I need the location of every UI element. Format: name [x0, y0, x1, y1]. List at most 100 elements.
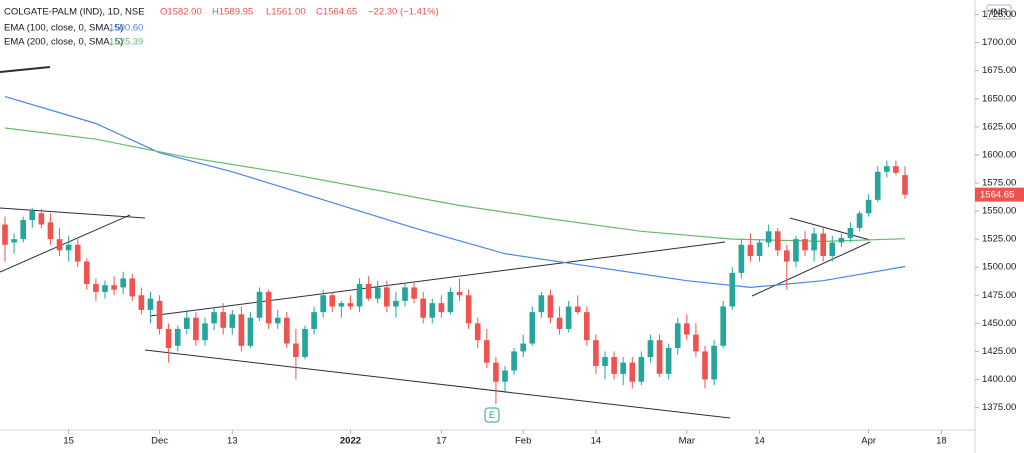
y-tick-label: 1675.00: [982, 65, 1016, 76]
candle-body: [338, 303, 345, 307]
x-tick-label: 14: [591, 436, 602, 447]
candle-body: [256, 291, 263, 318]
candle-body: [765, 231, 772, 243]
candle-body: [38, 213, 45, 225]
candle-body: [656, 340, 663, 374]
candle-body: [247, 317, 254, 346]
candle-body: [411, 287, 417, 299]
earnings-marker[interactable]: E: [489, 410, 495, 421]
candle-body: [520, 343, 526, 352]
candle-body: [838, 238, 845, 243]
ohlc-change: −22.30 (−1.41%): [368, 7, 439, 18]
y-tick-label: 1625.00: [982, 121, 1016, 132]
candle-body: [802, 239, 808, 251]
candle-body: [102, 285, 108, 292]
candle-body: [565, 306, 572, 329]
x-tick-label: 13: [227, 436, 238, 447]
candle-body: [829, 242, 836, 256]
candle-body: [447, 291, 454, 313]
y-tick-label: 1650.00: [982, 93, 1016, 104]
x-tick-label: Feb: [515, 436, 531, 447]
candle-body: [202, 323, 208, 341]
candle-body: [47, 222, 54, 240]
candle-body: [674, 323, 681, 349]
candle-body: [474, 323, 481, 341]
candle-body: [484, 340, 490, 363]
candle-body: [638, 357, 645, 382]
candle-body: [429, 303, 436, 318]
candle-body: [111, 285, 117, 290]
candle-body: [347, 303, 354, 307]
candle-body: [629, 362, 636, 382]
candle-body: [2, 224, 8, 245]
candle-body: [129, 278, 136, 297]
candle-body: [893, 166, 899, 173]
y-tick-label: 1500.00: [982, 262, 1016, 273]
candle-body: [611, 357, 617, 374]
candle-body: [738, 244, 745, 273]
candle-body: [84, 261, 90, 285]
currency[interactable]: INR: [991, 7, 1008, 18]
candle-body: [311, 312, 317, 329]
candle-body: [720, 306, 726, 346]
earnings-marker-box[interactable]: [484, 407, 500, 423]
candle-body: [493, 362, 499, 382]
candle-body: [511, 351, 517, 371]
candle-body: [374, 287, 381, 299]
y-tick-label: 1600.00: [982, 149, 1016, 160]
candle-body: [820, 233, 826, 256]
candle-body: [593, 340, 599, 367]
legend-value: 1500.60: [109, 23, 143, 34]
symbol: COLGATE-PALM (IND), 1D, NSE: [4, 7, 145, 18]
candle-body: [265, 291, 272, 324]
trendline: [0, 214, 131, 273]
currency-box[interactable]: [986, 4, 1012, 20]
candle-body: [229, 314, 236, 328]
trendline: [751, 241, 871, 297]
candle-body: [20, 220, 26, 240]
candle-body: [356, 284, 363, 307]
ohlc-low: L1561.00: [266, 7, 306, 18]
candle-body: [74, 244, 81, 262]
candle-body: [156, 300, 163, 329]
y-tick-label: 1425.00: [982, 346, 1016, 357]
trendline: [0, 207, 146, 219]
candle-body: [865, 199, 872, 214]
candle-body: [902, 175, 908, 195]
candle-body: [29, 211, 36, 221]
x-tick-label: 18: [936, 436, 947, 447]
y-tick-label: 1475.00: [982, 290, 1016, 301]
candle-body: [174, 328, 181, 346]
candle-body: [529, 312, 536, 344]
candle-body: [874, 171, 881, 200]
candle-body: [693, 334, 699, 352]
ema-line: [4, 96, 906, 289]
candle-body: [547, 295, 554, 318]
candle-body: [11, 239, 17, 243]
candle-body: [574, 306, 581, 313]
trendline: [0, 66, 51, 73]
candle-body: [420, 298, 426, 318]
x-tick-label: Dec: [151, 436, 168, 447]
candle-body: [811, 233, 817, 251]
candle-body: [365, 284, 372, 299]
candle-body: [147, 298, 154, 310]
y-tick-label: 1575.00: [982, 178, 1016, 189]
ema-line: [4, 127, 906, 243]
y-tick-label: 1450.00: [982, 318, 1016, 329]
ohlc-high: H1589.95: [212, 7, 253, 18]
candle-body: [211, 312, 217, 324]
x-tick-label: 17: [436, 436, 447, 447]
x-tick-label: 15: [63, 436, 74, 447]
candle-body: [274, 317, 281, 324]
legend-entry: EMA (100, close, 0, SMA, 5): [4, 23, 123, 34]
candle-body: [584, 312, 590, 341]
candle-body: [402, 287, 408, 301]
y-tick-label: 1525.00: [982, 234, 1016, 245]
candle-body: [884, 166, 890, 172]
candle-body: [502, 370, 508, 382]
last-price-label: 1564.65: [980, 190, 1014, 201]
candle-body: [238, 314, 245, 346]
